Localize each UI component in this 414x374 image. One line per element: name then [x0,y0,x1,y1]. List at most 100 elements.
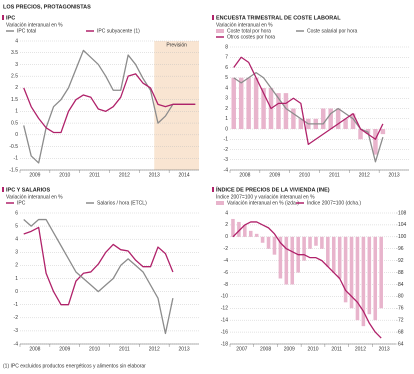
y2-tick-label: 96 [398,246,404,252]
bar [260,236,265,243]
bar [284,236,289,285]
y-tick-label: 3 [15,62,18,68]
x-tick-label: 2009 [59,346,70,352]
legend-label: Índice 2007=100 (dcha.) [307,199,361,206]
x-tick-label: 2012 [119,172,130,178]
line-series [23,73,196,134]
y-tick-label: -2 [14,315,19,321]
y-tick-label: -1 [14,156,19,162]
y2-tick-label: 88 [398,270,404,276]
title-marker [212,15,214,20]
y-tick-label: -1.5 [9,167,18,173]
x-tick-label: 2010 [59,172,70,178]
y-tick-label: 2.5 [11,74,18,80]
line-series [233,56,384,146]
bar [261,88,266,129]
x-tick-label: 2010 [89,346,100,352]
chart-title: ÍNDICE DE PRECIOS DE LA VIVIENDA (INE) [216,185,330,193]
y-tick-label: 2 [225,106,228,112]
x-tick-label: 2007 [236,346,247,352]
x-tick-label: 2011 [331,346,342,352]
y-tick-label: -3 [14,328,19,334]
y2-tick-label: 72 [398,318,404,324]
bar [328,108,333,129]
bar [283,93,289,129]
bar [248,230,253,237]
bar [337,236,342,279]
chart-title: IPC [6,15,15,21]
x-tick-label: 2014 [179,172,190,178]
y-tick-label: 5 [225,75,228,81]
bar [246,77,251,129]
y-tick-label: 4 [225,85,228,91]
x-tick-label: 2011 [329,172,340,178]
y-tick-label: 4 [15,38,18,44]
y-tick-label: 0 [225,126,228,132]
x-tick-label: 2008 [260,346,271,352]
y-tick-label: 0 [15,289,18,295]
y-tick-label: -10 [221,294,228,300]
legend-label: Salarios / hora (ETCL) [97,200,147,206]
y-tick-label: 3 [15,250,18,256]
y-tick-label: 1 [15,109,18,115]
y-tick-label: 0.5 [11,120,18,126]
line-series [23,226,174,306]
bar [302,236,306,261]
chart-subtitle: Variación interanual en % [6,22,63,28]
bar [343,118,348,129]
title-marker [2,15,4,20]
plot-background [230,213,396,344]
bar [373,129,378,155]
y-tick-label: -3 [224,157,229,163]
bar [355,236,360,321]
y-tick-label: 6 [15,210,18,216]
bar [231,77,236,129]
chart-subtitle: Variación interanual en % [216,22,273,28]
chart-title: ENCUESTA TRIMESTRAL DE COSTE LABORAL [216,15,341,21]
y-tick-label: -4 [224,167,229,173]
line-series [23,49,196,164]
chart-subtitle: Variación interanual en % [6,194,63,200]
y-tick-label: -14 [221,318,228,324]
bar [380,129,386,135]
title-marker [2,187,4,192]
bar [276,93,281,129]
y-tick-label: 5 [15,223,18,229]
legend-label: Coste salarial por hora [307,28,358,34]
y-tick-label: -18 [221,341,228,347]
x-tick-label: 2013 [379,346,390,352]
y-tick-label: 1 [15,276,18,282]
bar [254,233,259,237]
y2-tick-label: 108 [398,210,407,216]
bar [237,221,241,237]
y-tick-label: 4 [225,210,228,216]
y2-tick-label: 100 [398,234,407,240]
x-tick-label: 2013 [179,346,190,352]
bar [358,129,363,140]
y-tick-label: -1 [14,302,19,308]
y2-tick-label: 92 [398,258,404,264]
bar [253,77,259,129]
bar [349,236,354,309]
line-series [232,221,382,339]
bar [290,236,295,285]
page-title: LOS PRECIOS, PROTAGONISTAS [3,4,91,10]
y2-tick-label: 76 [398,306,404,312]
y-tick-label: -4 [14,341,19,347]
x-tick-label: 2012 [359,172,370,178]
y-tick-label: 0 [15,132,18,138]
legend-label: IPC total [17,28,36,34]
bar [379,236,383,309]
y-tick-label: -2 [224,246,229,252]
bar [266,236,271,249]
bar [278,236,283,279]
x-tick-label: 2013 [149,172,160,178]
bar [343,236,348,303]
legend-swatch [216,201,224,205]
y-tick-label: 2 [225,222,228,228]
y-tick-label: -6 [224,270,229,276]
x-tick-label: 2010 [299,172,310,178]
x-tick-label: 2011 [89,172,100,178]
x-tick-label: 2009 [284,346,295,352]
bar [291,108,296,129]
